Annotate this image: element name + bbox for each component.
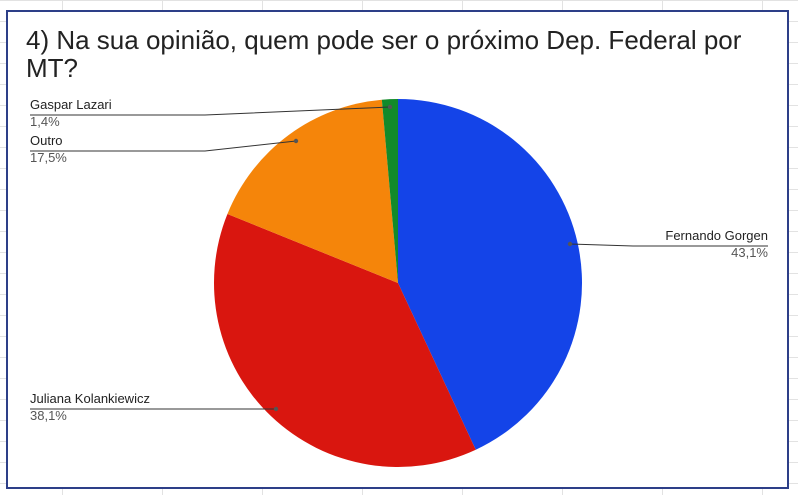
pie-slice-outro[interactable] (227, 99, 398, 284)
slice-label-name: Outro (30, 133, 63, 148)
chart-title: 4) Na sua opinião, quem pode ser o próxi… (26, 25, 742, 83)
slice-label-percent: 43,1% (731, 245, 768, 260)
pie-slice-gaspar-lazari[interactable] (381, 99, 398, 283)
leader-line (569, 243, 768, 247)
slice-label-name: Fernando Gorgen (665, 228, 768, 243)
slice-label-outro: Outro 17,5% (30, 133, 299, 165)
slice-label-juliana-kolankiewicz: Juliana Kolankiewicz 38,1% (30, 391, 279, 423)
leader-dot (273, 406, 279, 412)
slice-label-name: Juliana Kolankiewicz (30, 391, 150, 406)
slice-label-gaspar-lazari: Gaspar Lazari 1,4% (30, 97, 393, 129)
leader-dot (293, 138, 299, 144)
leader-dot (387, 104, 393, 110)
leader-dot (567, 241, 573, 247)
slice-label-fernando-gorgen: Fernando Gorgen 43,1% (567, 228, 768, 260)
slice-label-percent: 1,4% (30, 114, 60, 129)
pie-slice-fernando-gorgen[interactable] (398, 99, 583, 450)
slice-label-percent: 17,5% (30, 150, 67, 165)
slice-label-name: Gaspar Lazari (30, 97, 112, 112)
slice-label-percent: 38,1% (30, 408, 67, 423)
pie-slice-juliana-kolankiewicz[interactable] (214, 213, 476, 467)
leader-line (30, 140, 297, 152)
leader-line (30, 106, 391, 116)
